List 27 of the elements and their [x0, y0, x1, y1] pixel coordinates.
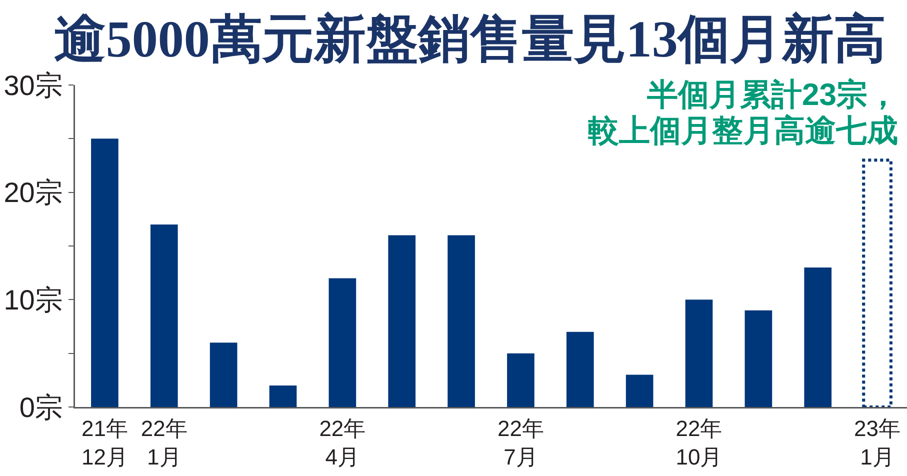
bar [566, 332, 594, 407]
x-tick-label: 22年 4月 [319, 416, 366, 470]
x-tick-label: 22年 1月 [140, 416, 188, 470]
bar [388, 235, 416, 407]
bar [91, 138, 118, 407]
annotation: 半個月累計23宗， [646, 77, 898, 112]
bar [507, 353, 534, 407]
bar [744, 310, 772, 407]
bar [685, 300, 713, 407]
x-tick-label: 22年 10月 [676, 416, 722, 470]
x-tick-label: 21年 12月 [81, 416, 128, 470]
bar [328, 278, 356, 407]
annotation: 較上個月整月高逾七成 [588, 113, 898, 148]
bar [626, 374, 654, 407]
bar [150, 224, 178, 407]
chart-title: 逾5000萬元新盤銷售量見13個月新高 [54, 10, 886, 68]
bar [862, 158, 892, 407]
x-tick-label: 22年 7月 [497, 416, 544, 470]
y-tick-label: 20宗 [4, 177, 63, 208]
y-tick-label: 10宗 [4, 284, 63, 316]
x-tick-label: 23年 1月 [854, 416, 901, 470]
bar [269, 386, 297, 407]
bar [448, 235, 475, 407]
y-tick-label: 0宗 [19, 392, 63, 423]
bar [210, 342, 238, 407]
y-tick-label: 30宗 [4, 70, 63, 101]
bar [804, 267, 832, 407]
